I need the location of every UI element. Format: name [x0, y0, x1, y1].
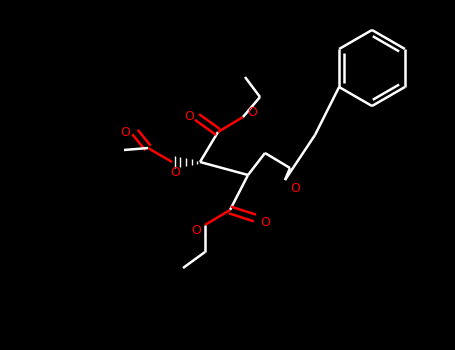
Text: O: O	[120, 126, 130, 139]
Text: O: O	[290, 182, 300, 195]
Text: O: O	[170, 166, 180, 178]
Text: O: O	[260, 217, 270, 230]
Text: O: O	[184, 111, 194, 124]
Text: O: O	[247, 105, 257, 119]
Text: O: O	[191, 224, 201, 237]
